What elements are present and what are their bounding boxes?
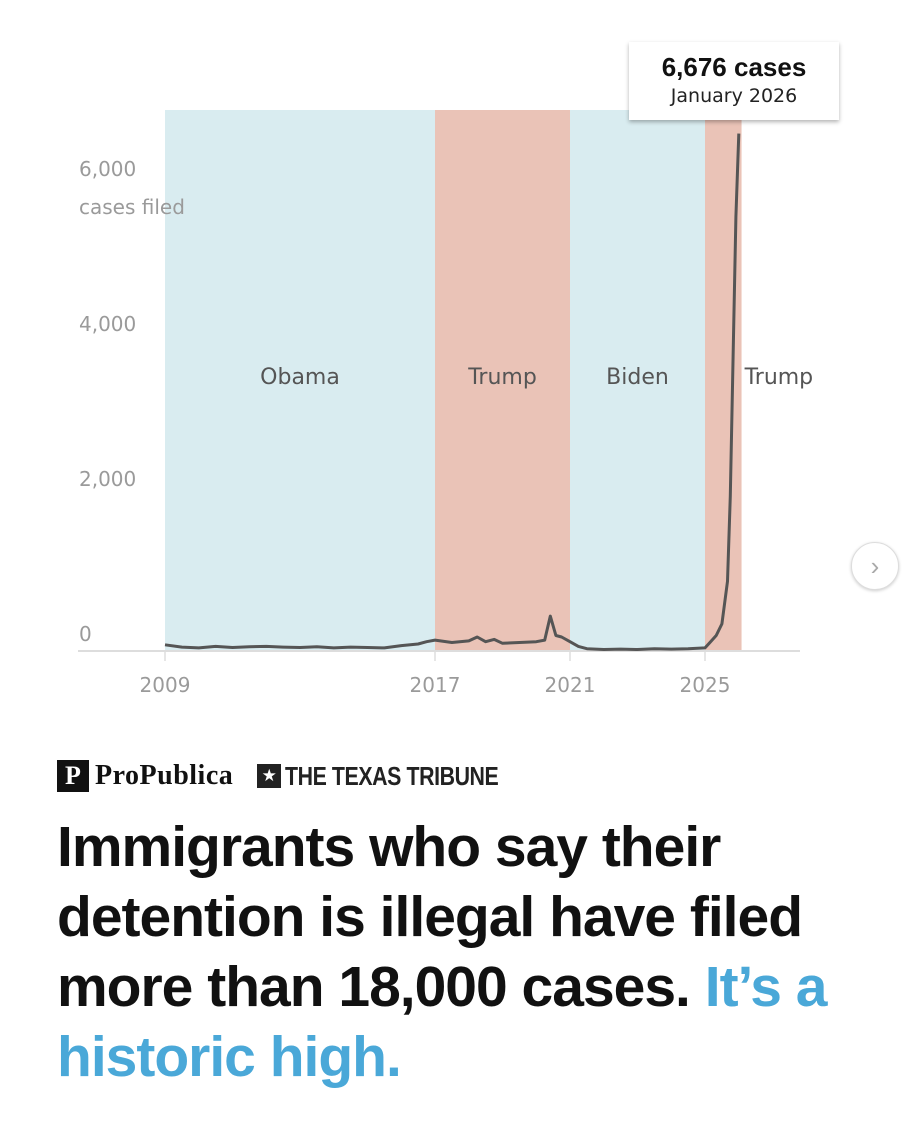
star-icon: ★ (257, 764, 282, 788)
annotation-date: January 2026 (670, 85, 798, 107)
x-tick-label: 2021 (545, 673, 596, 697)
chart: Obama Trump Biden Trump 0 2,000 4,000 6,000 cas… (78, 110, 814, 697)
y-tick-label: 0 (79, 622, 92, 646)
annotation-value: 6,676 cases (661, 52, 807, 82)
x-tick-label: 2009 (140, 673, 191, 697)
era-band (435, 110, 570, 651)
next-slide-button[interactable]: › (851, 542, 899, 590)
headline: Immigrants who say their detention is il… (57, 812, 897, 1092)
value-annotation: 6,676 cases January 2026 (629, 42, 839, 120)
y-tick-label: 6,000 (79, 157, 136, 181)
era-label: Obama (260, 365, 340, 390)
era-label: Trump (467, 365, 537, 390)
x-tick-label: 2017 (410, 673, 461, 697)
texas-tribune-logo: ★ THE TEXAS TRIBUNE (257, 761, 545, 792)
propublica-wordmark: ProPublica (95, 760, 234, 791)
era-label: Biden (606, 365, 669, 390)
era-band (165, 110, 435, 651)
headline-highlight: It’s a historic high. (57, 955, 828, 1089)
era-label: Trump (744, 365, 814, 390)
propublica-mark-icon: P (57, 760, 89, 792)
series-line (164, 133, 741, 651)
x-tick-label: 2025 (680, 673, 731, 697)
publisher-logos: P ProPublica ★ THE TEXAS TRIBUNE (57, 760, 545, 792)
y-tick-label: 2,000 (79, 467, 136, 491)
y-tick-label: 4,000 (79, 312, 136, 336)
chevron-right-icon: › (870, 550, 880, 581)
texas-tribune-wordmark: THE TEXAS TRIBUNE (285, 760, 499, 791)
headline-main: Immigrants who say their detention is il… (57, 815, 803, 1019)
propublica-logo: P ProPublica (57, 760, 233, 792)
y-axis-label: cases filed (79, 195, 185, 219)
era-band (570, 110, 705, 651)
